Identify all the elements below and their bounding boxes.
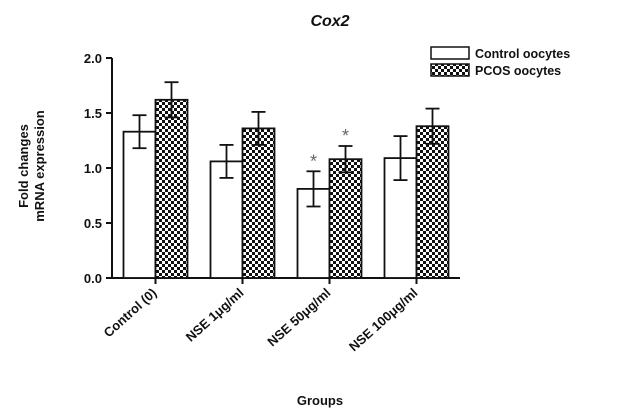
bar-pcos: [417, 126, 449, 278]
y-tick-label: 1.5: [84, 106, 102, 121]
x-tick-label: Control (0): [101, 285, 160, 340]
y-tick-label: 0.5: [84, 216, 102, 231]
legend-swatch: [431, 64, 469, 76]
x-tick-label: NSE 50μg/ml: [264, 285, 333, 349]
legend-swatch: [431, 47, 469, 59]
chart-title: Cox2: [310, 13, 349, 30]
y-tick-label: 1.0: [84, 161, 102, 176]
significance-marker: *: [342, 126, 349, 146]
bar-pcos: [156, 100, 188, 278]
legend-label: PCOS oocytes: [475, 64, 561, 78]
significance-marker: *: [310, 151, 317, 171]
bars: **: [124, 82, 449, 278]
x-tick-label: NSE 100μg/ml: [346, 285, 420, 354]
bar-pcos: [330, 159, 362, 278]
y-axis-title: Fold changes mRNA expression: [16, 110, 47, 222]
legend: Control oocytes PCOS oocytes: [431, 47, 570, 78]
bar-control: [211, 161, 243, 278]
bar-control: [124, 132, 156, 278]
x-axis-title: Groups: [297, 393, 343, 408]
x-tick-label: NSE 1μg/ml: [183, 285, 247, 344]
y-tick-label: 0.0: [84, 271, 102, 286]
y-axis-title-line-2: mRNA expression: [32, 110, 47, 222]
y-tick-label: 2.0: [84, 51, 102, 66]
y-axis-title-line-1: Fold changes: [16, 124, 31, 208]
bar-pcos: [243, 128, 275, 278]
legend-label: Control oocytes: [475, 47, 570, 61]
